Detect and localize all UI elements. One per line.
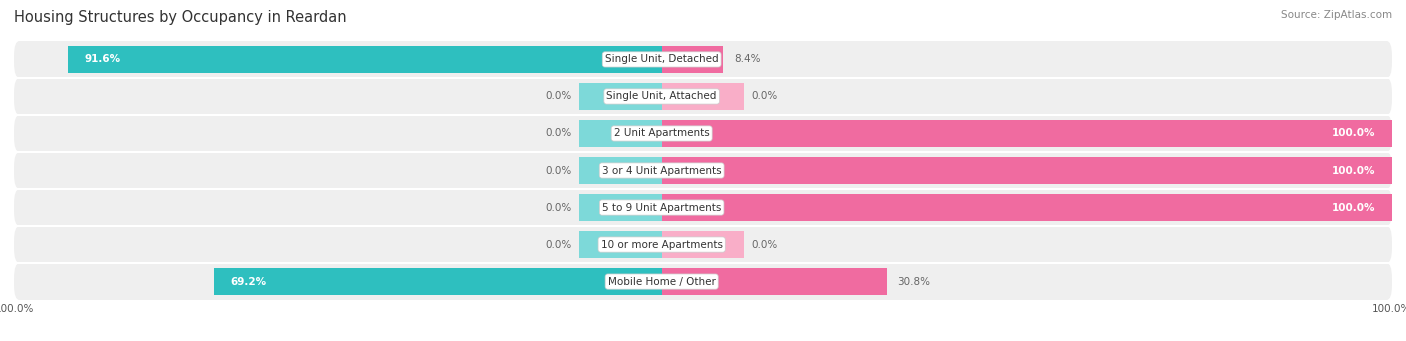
Text: 0.0%: 0.0% [546,91,572,102]
Text: 0.0%: 0.0% [751,91,778,102]
Text: 0.0%: 0.0% [546,165,572,176]
Bar [662,231,744,258]
Text: 100.0%: 100.0% [1331,129,1375,138]
Text: 5 to 9 Unit Apartments: 5 to 9 Unit Apartments [602,203,721,212]
Bar [662,120,1392,147]
Bar [579,194,662,221]
Bar [662,157,1392,184]
FancyBboxPatch shape [14,41,1392,78]
Bar [69,46,662,73]
Text: Housing Structures by Occupancy in Reardan: Housing Structures by Occupancy in Reard… [14,10,347,25]
Text: 69.2%: 69.2% [231,277,266,286]
Bar [662,46,723,73]
FancyBboxPatch shape [14,189,1392,226]
Text: Mobile Home / Other: Mobile Home / Other [607,277,716,286]
Text: 30.8%: 30.8% [897,277,931,286]
Bar [579,120,662,147]
Text: 91.6%: 91.6% [84,55,121,64]
FancyBboxPatch shape [14,263,1392,300]
Bar [662,194,1392,221]
Text: 0.0%: 0.0% [546,203,572,212]
FancyBboxPatch shape [14,226,1392,263]
Text: 8.4%: 8.4% [734,55,761,64]
FancyBboxPatch shape [14,152,1392,189]
Text: Source: ZipAtlas.com: Source: ZipAtlas.com [1281,10,1392,20]
FancyBboxPatch shape [14,78,1392,115]
Bar [579,231,662,258]
Bar [579,157,662,184]
Bar [662,83,744,110]
Text: 3 or 4 Unit Apartments: 3 or 4 Unit Apartments [602,165,721,176]
Text: 0.0%: 0.0% [751,239,778,250]
Bar [662,268,887,295]
Text: 0.0%: 0.0% [546,129,572,138]
Text: 100.0%: 100.0% [1331,203,1375,212]
Text: 10 or more Apartments: 10 or more Apartments [600,239,723,250]
Text: 2 Unit Apartments: 2 Unit Apartments [614,129,710,138]
Bar [579,83,662,110]
Text: 0.0%: 0.0% [546,239,572,250]
Text: Single Unit, Attached: Single Unit, Attached [606,91,717,102]
Text: 100.0%: 100.0% [1331,165,1375,176]
FancyBboxPatch shape [14,115,1392,152]
Bar [214,268,662,295]
Text: Single Unit, Detached: Single Unit, Detached [605,55,718,64]
